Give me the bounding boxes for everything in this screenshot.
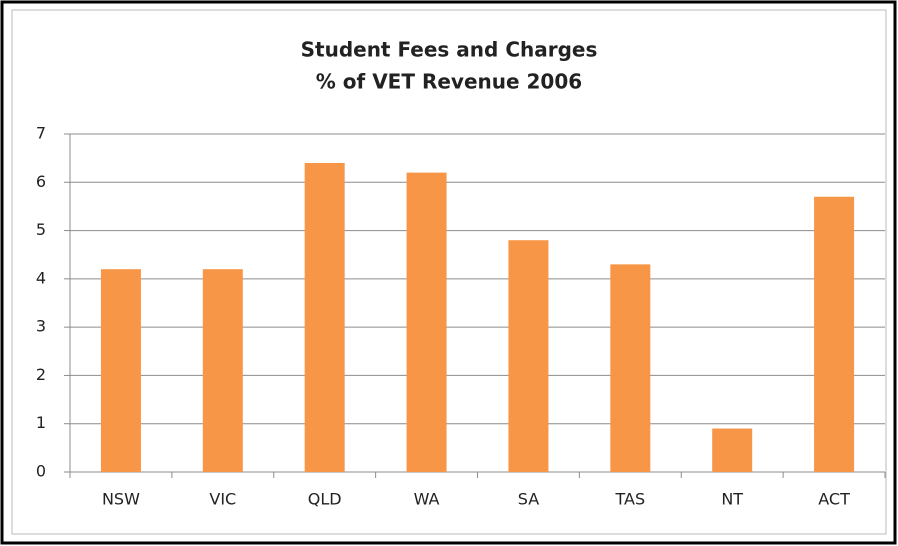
x-tick-label: NSW <box>102 490 140 509</box>
y-tick-label: 2 <box>36 365 46 384</box>
x-tick-label: NT <box>721 490 743 509</box>
y-tick-label: 5 <box>36 220 46 239</box>
x-tick-label: TAS <box>614 490 645 509</box>
y-tick-label: 4 <box>36 268 46 287</box>
bar <box>508 240 549 472</box>
y-tick-label: 7 <box>36 124 46 143</box>
x-tick-label: SA <box>518 490 539 509</box>
bar <box>610 264 651 472</box>
bar <box>100 269 141 472</box>
y-tick-label: 6 <box>36 172 46 191</box>
bar <box>202 269 243 472</box>
x-tick-label: WA <box>414 490 440 509</box>
y-tick-label: 0 <box>36 462 46 481</box>
x-tick-label: QLD <box>308 490 342 509</box>
chart-area <box>11 9 887 535</box>
x-tick-label: ACT <box>818 490 850 509</box>
y-tick-label: 1 <box>36 413 46 432</box>
bar <box>304 162 345 472</box>
bar <box>406 172 447 472</box>
x-tick-label: VIC <box>209 490 236 509</box>
chart-title: Student Fees and Charges <box>301 38 598 62</box>
chart-subtitle: % of VET Revenue 2006 <box>316 70 582 94</box>
bar <box>814 196 855 472</box>
y-tick-label: 3 <box>36 317 46 336</box>
bar <box>712 428 753 472</box>
